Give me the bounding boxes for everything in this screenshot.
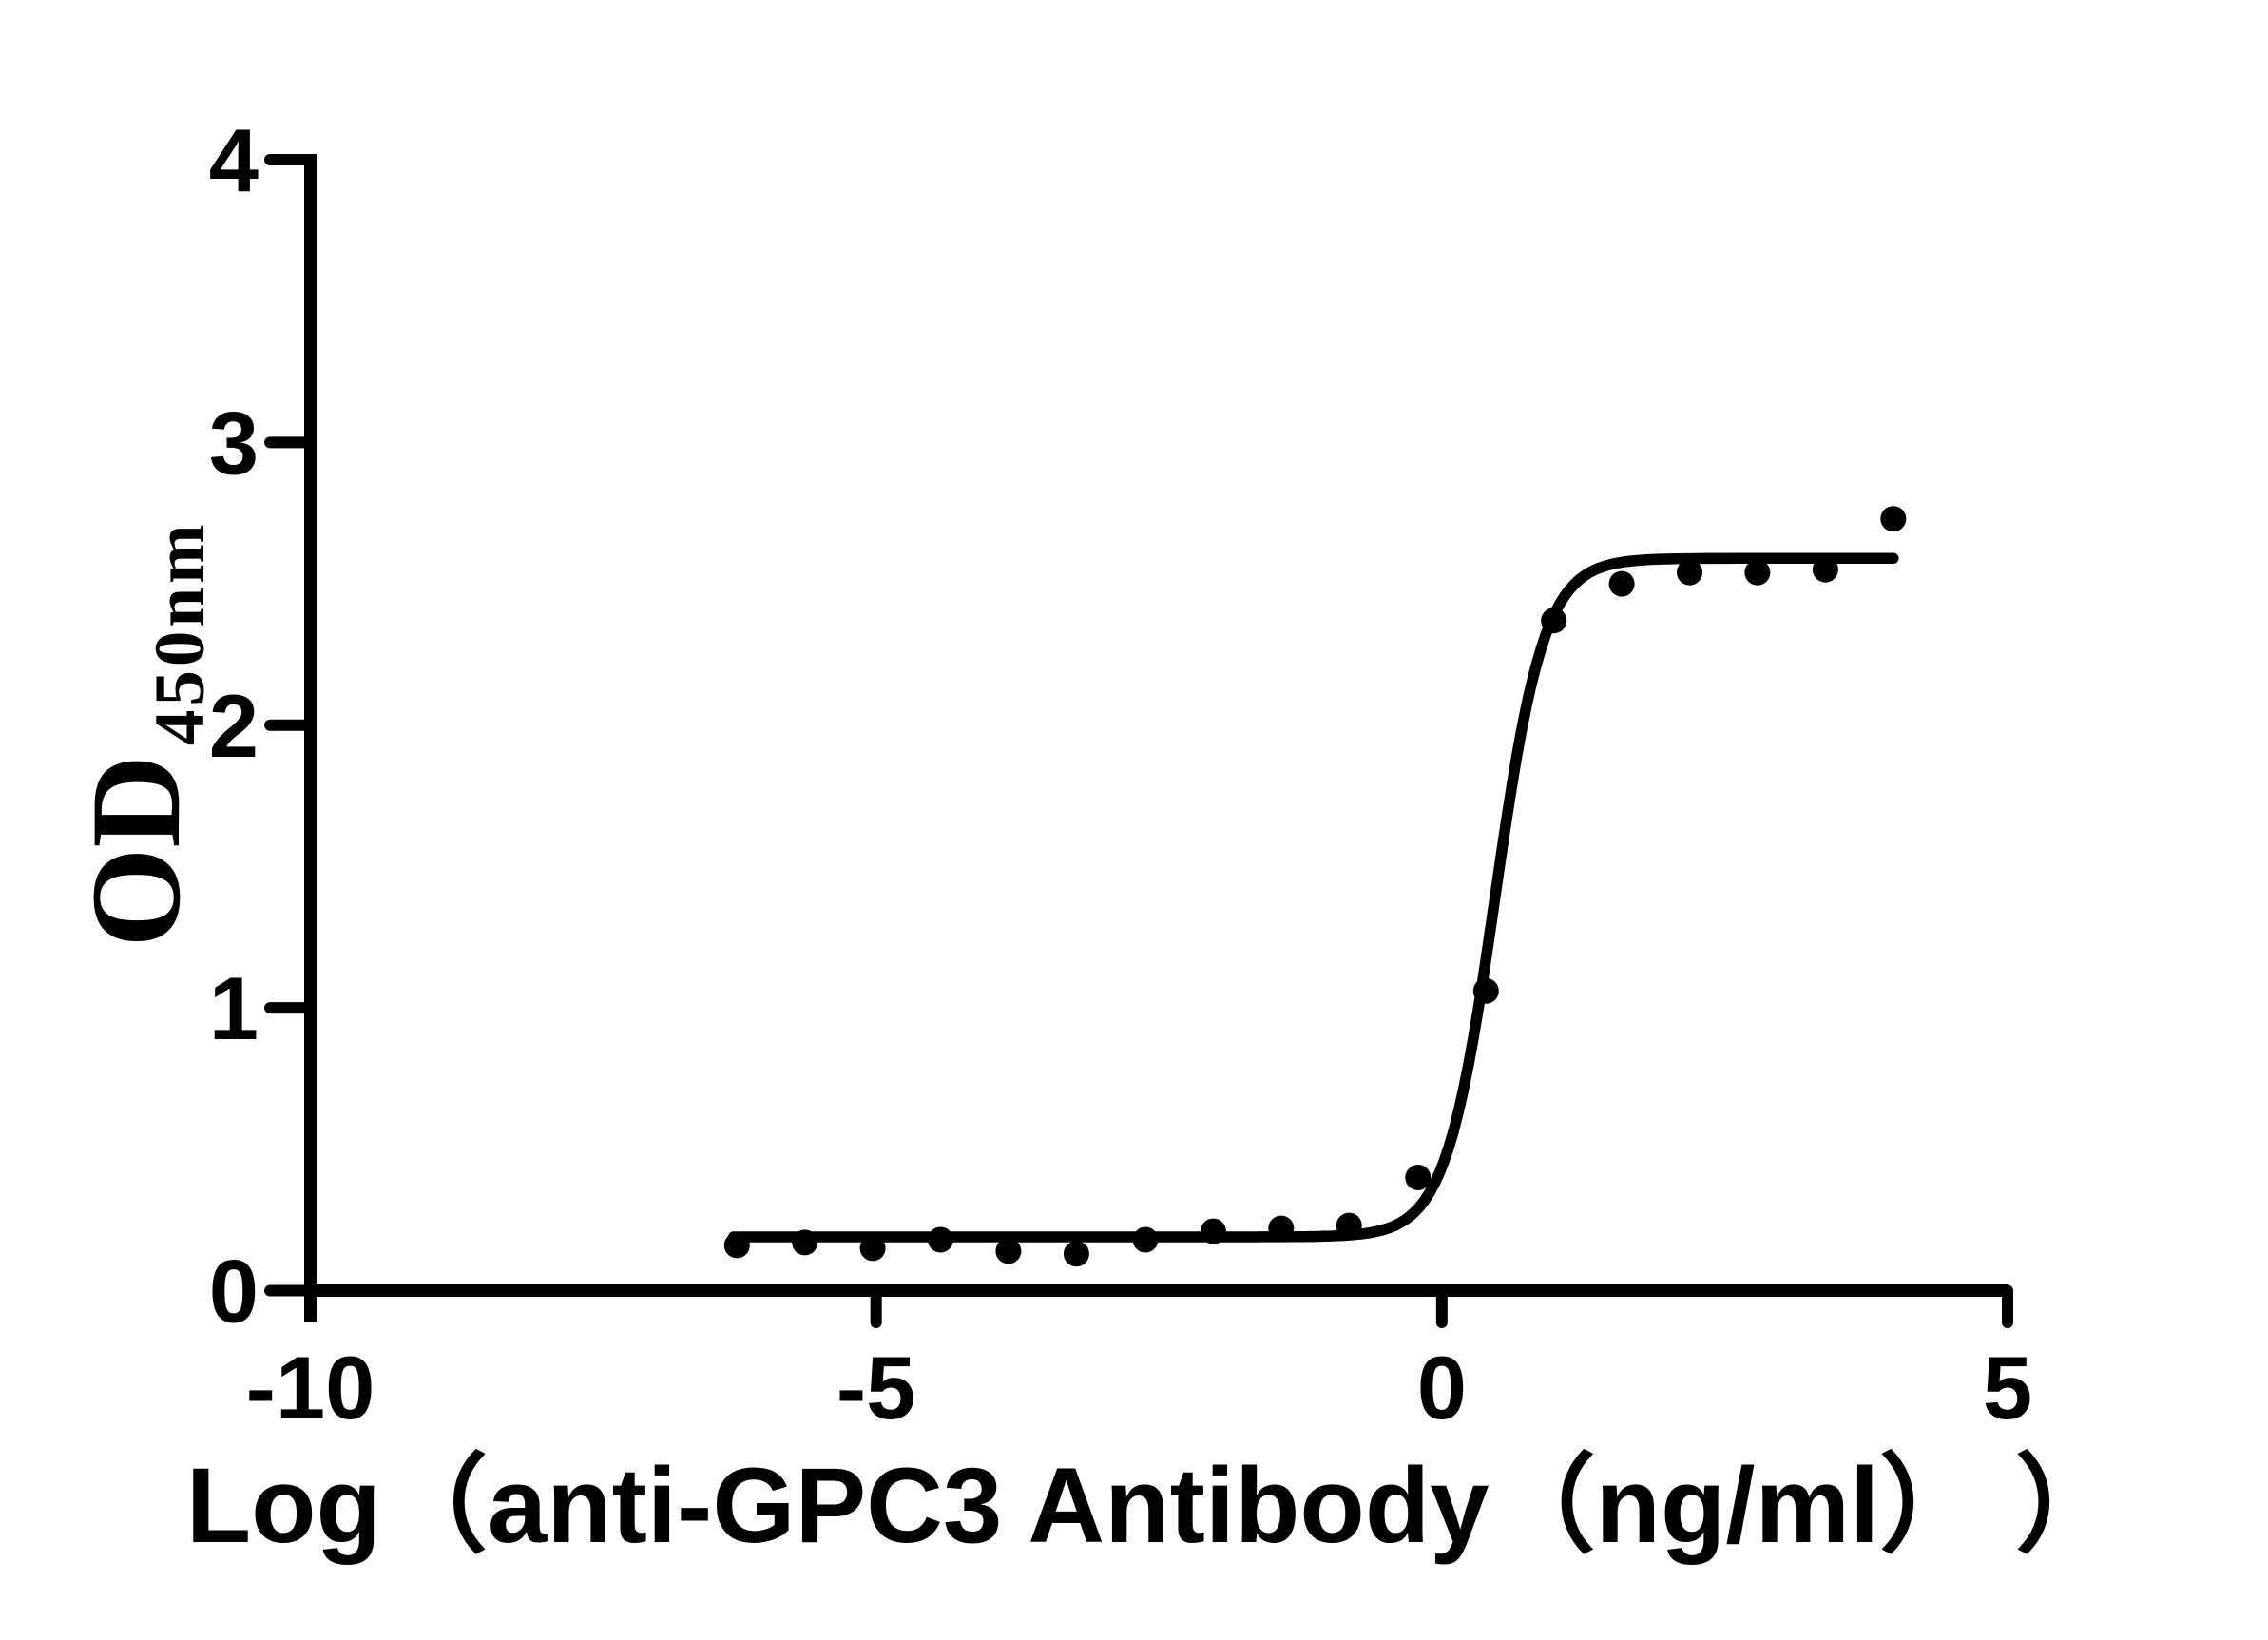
x-tick-label: 5 (1983, 1338, 2032, 1437)
y-tick-label: 0 (209, 1242, 259, 1341)
data-point (1132, 1226, 1159, 1253)
y-axis-ticks (264, 154, 317, 1297)
x-axis-ticks (870, 1284, 2013, 1328)
data-point (928, 1226, 953, 1253)
data-point (723, 1232, 750, 1259)
data-point (859, 1235, 886, 1262)
data-point (1063, 1241, 1089, 1267)
x-tick-label: -10 (246, 1338, 375, 1437)
data-point (1880, 506, 1907, 532)
y-tick-label: 1 (209, 958, 259, 1058)
data-point (792, 1229, 818, 1256)
x-axis-tick-labels: -10 -5 0 5 (246, 1338, 2033, 1437)
data-point (1541, 608, 1567, 634)
y-tick-label: 4 (209, 110, 259, 210)
data-point (1472, 977, 1499, 1004)
x-tick-label: 0 (1417, 1338, 1467, 1437)
data-point (1608, 570, 1635, 597)
y-axis-title: OD 450nm (66, 520, 220, 947)
axes (304, 154, 2008, 1322)
data-point (1812, 556, 1838, 583)
data-point (1405, 1165, 1432, 1190)
data-point (995, 1238, 1022, 1264)
data-point (1744, 559, 1771, 586)
x-tick-label: -5 (836, 1338, 916, 1437)
y-axis-title-main: OD (66, 755, 207, 948)
fit-curve (727, 552, 1899, 1243)
y-axis-tick-labels: 0 1 2 3 4 (209, 110, 259, 1341)
data-point (1677, 559, 1702, 586)
data-point (1268, 1215, 1295, 1242)
data-point (1336, 1212, 1362, 1239)
y-tick-label: 2 (209, 676, 259, 776)
y-axis-title-subscript: 450nm (141, 520, 220, 745)
data-points (723, 506, 1907, 1267)
data-point (1200, 1218, 1226, 1244)
x-axis-title: Log（anti-GPC3 Antibody（ng/ml） ） (186, 1446, 2123, 1565)
y-tick-label: 3 (209, 393, 259, 492)
